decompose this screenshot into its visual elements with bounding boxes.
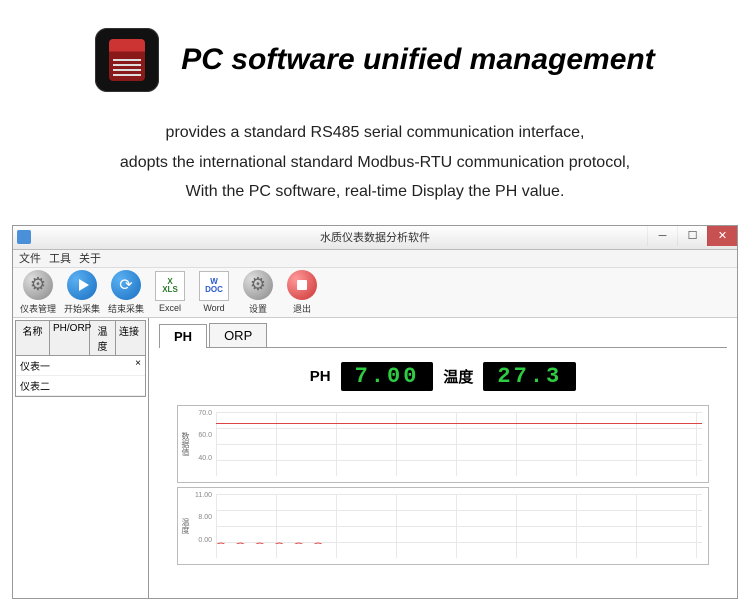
col-conn: 连接 (116, 321, 142, 355)
app-icon (95, 28, 159, 92)
tab-ph[interactable]: PH (159, 324, 207, 348)
desc-line-3: With the PC software, real-time Display … (40, 177, 710, 207)
col-temp: 温度 (90, 321, 116, 355)
excel-icon: XXLS (155, 271, 185, 301)
sidebar: 名称 PH/ORP 温度 连接 仪表一 × 仪表二 (13, 318, 149, 598)
col-ph: PH/ORP (50, 321, 90, 355)
desc-line-1: provides a standard RS485 serial communi… (40, 118, 710, 148)
cell-name: 仪表一 (20, 358, 54, 373)
window-title: 水质仪表数据分析软件 (320, 229, 430, 245)
title-row: PC software unified management (40, 28, 710, 92)
tool-exit[interactable]: 退出 (281, 270, 323, 315)
window-icon (17, 230, 31, 244)
maximize-button[interactable]: ☐ (677, 226, 707, 246)
chart-grid (216, 494, 702, 558)
cell-name: 仪表二 (20, 378, 54, 393)
table-row[interactable]: 仪表二 (16, 376, 145, 396)
tool-label: 仪表管理 (20, 302, 56, 315)
ph-label: PH (310, 368, 331, 385)
desc-line-2: adopts the international standard Modbus… (40, 148, 710, 178)
menu-about[interactable]: 关于 (79, 250, 101, 266)
titlebar[interactable]: 水质仪表数据分析软件 ─ ☐ ✕ (13, 226, 737, 250)
col-name: 名称 (16, 321, 50, 355)
tool-stop[interactable]: 结束采集 (105, 270, 147, 315)
close-button[interactable]: ✕ (707, 226, 737, 246)
chart-line (216, 536, 702, 544)
tool-label: 结束采集 (108, 302, 144, 315)
word-icon: WDOC (199, 271, 229, 301)
chart-line (216, 423, 702, 424)
marketing-header: PC software unified management provides … (0, 0, 750, 225)
tool-label: Excel (159, 303, 181, 313)
chart-ticks: 70.0 60.0 40.0 (190, 410, 212, 478)
tool-device-mgmt[interactable]: 仪表管理 (17, 270, 59, 315)
device-table: 名称 PH/ORP 温度 连接 仪表一 × 仪表二 (15, 320, 146, 397)
chart-temp: 温度 11.00 8.00 0.00 (177, 487, 709, 565)
tool-label: 设置 (249, 302, 267, 315)
menu-tools[interactable]: 工具 (49, 250, 71, 266)
tab-bar: PH ORP (159, 324, 727, 348)
play-icon (67, 270, 97, 300)
gear-icon (23, 270, 53, 300)
tool-label: 退出 (293, 302, 311, 315)
app-window: 水质仪表数据分析软件 ─ ☐ ✕ 文件 工具 关于 仪表管理 开始采集 结束采集… (12, 225, 738, 599)
tool-word[interactable]: WDOC Word (193, 271, 235, 313)
cell-status: × (135, 358, 141, 373)
refresh-icon (111, 270, 141, 300)
table-header: 名称 PH/ORP 温度 连接 (16, 321, 145, 356)
readout-row: PH 7.00 温度 27.3 (159, 348, 727, 401)
tool-label: Word (203, 303, 224, 313)
menu-file[interactable]: 文件 (19, 250, 41, 266)
tool-start[interactable]: 开始采集 (61, 270, 103, 315)
main-title: PC software unified management (181, 43, 654, 77)
ph-value: 7.00 (341, 362, 434, 391)
chart-ticks: 11.00 8.00 0.00 (190, 492, 212, 560)
toolbar: 仪表管理 开始采集 结束采集 XXLS Excel WDOC Word 设置 退… (13, 268, 737, 318)
tool-excel[interactable]: XXLS Excel (149, 271, 191, 313)
tool-label: 开始采集 (64, 302, 100, 315)
menubar: 文件 工具 关于 (13, 250, 737, 268)
tab-orp[interactable]: ORP (209, 323, 267, 347)
chart-grid (216, 412, 702, 476)
settings-icon (243, 270, 273, 300)
temp-label: 温度 (443, 366, 473, 387)
temp-value: 27.3 (483, 362, 576, 391)
main-panel: PH ORP PH 7.00 温度 27.3 数据值 70.0 60.0 40.… (149, 318, 737, 598)
tool-settings[interactable]: 设置 (237, 270, 279, 315)
table-row[interactable]: 仪表一 × (16, 356, 145, 376)
chart-ph: 数据值 70.0 60.0 40.0 (177, 405, 709, 483)
window-controls: ─ ☐ ✕ (647, 226, 737, 246)
content-area: 名称 PH/ORP 温度 连接 仪表一 × 仪表二 PH ORP (13, 318, 737, 598)
minimize-button[interactable]: ─ (647, 226, 677, 246)
exit-icon (287, 270, 317, 300)
